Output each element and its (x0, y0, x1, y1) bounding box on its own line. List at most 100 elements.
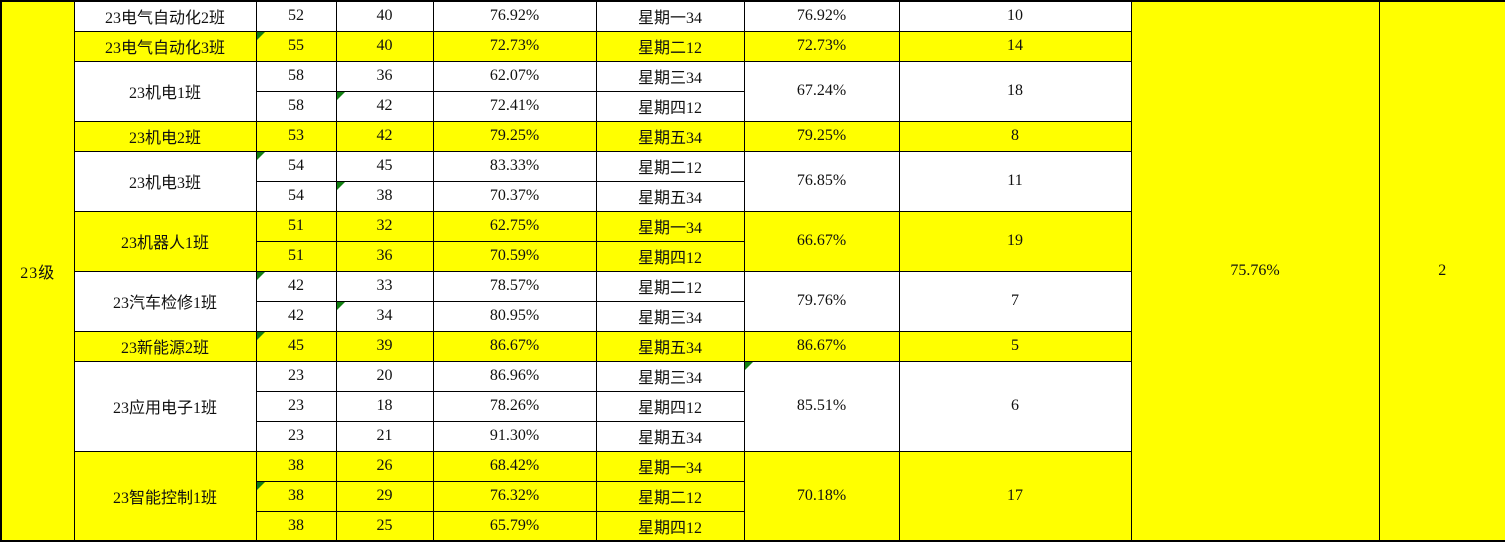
class-rank-cell[interactable]: 6 (898, 360, 1132, 452)
total-count-cell[interactable]: 55 (255, 30, 337, 62)
attended-count-cell[interactable]: 21 (335, 420, 434, 452)
class-rate-cell[interactable]: 70.18% (743, 450, 900, 542)
attended-count-cell[interactable]: 18 (335, 390, 434, 422)
session-label-cell[interactable]: 星期四12 (595, 390, 745, 422)
total-count-cell[interactable]: 23 (255, 360, 337, 392)
class-rank-cell[interactable]: 11 (898, 150, 1132, 212)
attended-count-cell[interactable]: 40 (335, 0, 434, 32)
class-rate-cell[interactable]: 79.25% (743, 120, 900, 152)
class-rank-cell[interactable]: 8 (898, 120, 1132, 152)
class-name-cell[interactable]: 23汽车检修1班 (73, 270, 257, 332)
attended-count-cell[interactable]: 33 (335, 270, 434, 302)
class-rate-cell[interactable]: 85.51% (743, 360, 900, 452)
grade-rate-cell[interactable]: 75.76% (1130, 0, 1380, 542)
total-count-cell[interactable]: 38 (255, 510, 337, 542)
class-name-cell[interactable]: 23机电3班 (73, 150, 257, 212)
attended-count-cell[interactable]: 26 (335, 450, 434, 482)
class-name-cell[interactable]: 23机电2班 (73, 120, 257, 152)
total-count-cell[interactable]: 38 (255, 450, 337, 482)
total-count-cell[interactable]: 45 (255, 330, 337, 362)
session-label-cell[interactable]: 星期二12 (595, 150, 745, 182)
class-rate-cell[interactable]: 79.76% (743, 270, 900, 332)
class-rank-cell[interactable]: 5 (898, 330, 1132, 362)
class-rank-cell[interactable]: 10 (898, 0, 1132, 32)
class-name-cell[interactable]: 23机电1班 (73, 60, 257, 122)
session-rate-cell[interactable]: 70.37% (432, 180, 597, 212)
total-count-cell[interactable]: 23 (255, 420, 337, 452)
session-rate-cell[interactable]: 76.92% (432, 0, 597, 32)
total-count-cell[interactable]: 51 (255, 240, 337, 272)
session-label-cell[interactable]: 星期四12 (595, 510, 745, 542)
session-label-cell[interactable]: 星期二12 (595, 270, 745, 302)
session-label-cell[interactable]: 星期二12 (595, 30, 745, 62)
session-label-cell[interactable]: 星期五34 (595, 420, 745, 452)
session-rate-cell[interactable]: 91.30% (432, 420, 597, 452)
class-name-cell[interactable]: 23智能控制1班 (73, 450, 257, 542)
session-label-cell[interactable]: 星期一34 (595, 210, 745, 242)
total-count-cell[interactable]: 51 (255, 210, 337, 242)
total-count-cell[interactable]: 58 (255, 60, 337, 92)
class-rate-cell[interactable]: 76.92% (743, 0, 900, 32)
class-rate-cell[interactable]: 86.67% (743, 330, 900, 362)
class-rate-cell[interactable]: 66.67% (743, 210, 900, 272)
attended-count-cell[interactable]: 25 (335, 510, 434, 542)
session-rate-cell[interactable]: 72.73% (432, 30, 597, 62)
session-label-cell[interactable]: 星期四12 (595, 90, 745, 122)
session-rate-cell[interactable]: 70.59% (432, 240, 597, 272)
class-rate-cell[interactable]: 72.73% (743, 30, 900, 62)
attended-count-cell[interactable]: 36 (335, 240, 434, 272)
session-rate-cell[interactable]: 80.95% (432, 300, 597, 332)
attended-count-cell[interactable]: 32 (335, 210, 434, 242)
session-label-cell[interactable]: 星期四12 (595, 240, 745, 272)
total-count-cell[interactable]: 42 (255, 300, 337, 332)
session-label-cell[interactable]: 星期二12 (595, 480, 745, 512)
class-name-cell[interactable]: 23电气自动化3班 (73, 30, 257, 62)
class-name-cell[interactable]: 23应用电子1班 (73, 360, 257, 452)
session-label-cell[interactable]: 星期一34 (595, 450, 745, 482)
session-rate-cell[interactable]: 62.07% (432, 60, 597, 92)
session-label-cell[interactable]: 星期五34 (595, 120, 745, 152)
class-rate-cell[interactable]: 76.85% (743, 150, 900, 212)
attended-count-cell[interactable]: 40 (335, 30, 434, 62)
class-rank-cell[interactable]: 18 (898, 60, 1132, 122)
class-rate-cell[interactable]: 67.24% (743, 60, 900, 122)
session-rate-cell[interactable]: 62.75% (432, 210, 597, 242)
session-rate-cell[interactable]: 79.25% (432, 120, 597, 152)
session-rate-cell[interactable]: 65.79% (432, 510, 597, 542)
session-label-cell[interactable]: 星期三34 (595, 300, 745, 332)
total-count-cell[interactable]: 54 (255, 180, 337, 212)
session-label-cell[interactable]: 星期三34 (595, 360, 745, 392)
class-name-cell[interactable]: 23新能源2班 (73, 330, 257, 362)
total-count-cell[interactable]: 42 (255, 270, 337, 302)
attended-count-cell[interactable]: 34 (335, 300, 434, 332)
total-count-cell[interactable]: 38 (255, 480, 337, 512)
total-count-cell[interactable]: 52 (255, 0, 337, 32)
grade-cell[interactable]: 23级 (0, 0, 75, 542)
session-rate-cell[interactable]: 78.26% (432, 390, 597, 422)
class-rank-cell[interactable]: 19 (898, 210, 1132, 272)
attended-count-cell[interactable]: 45 (335, 150, 434, 182)
class-rank-cell[interactable]: 14 (898, 30, 1132, 62)
total-count-cell[interactable]: 58 (255, 90, 337, 122)
class-name-cell[interactable]: 23电气自动化2班 (73, 0, 257, 32)
grade-rank-cell[interactable]: 2 (1378, 0, 1505, 542)
session-label-cell[interactable]: 星期一34 (595, 0, 745, 32)
session-rate-cell[interactable]: 83.33% (432, 150, 597, 182)
class-rank-cell[interactable]: 7 (898, 270, 1132, 332)
class-name-cell[interactable]: 23机器人1班 (73, 210, 257, 272)
class-rank-cell[interactable]: 17 (898, 450, 1132, 542)
session-rate-cell[interactable]: 76.32% (432, 480, 597, 512)
total-count-cell[interactable]: 54 (255, 150, 337, 182)
session-rate-cell[interactable]: 68.42% (432, 450, 597, 482)
total-count-cell[interactable]: 23 (255, 390, 337, 422)
session-rate-cell[interactable]: 72.41% (432, 90, 597, 122)
total-count-cell[interactable]: 53 (255, 120, 337, 152)
attended-count-cell[interactable]: 29 (335, 480, 434, 512)
attended-count-cell[interactable]: 36 (335, 60, 434, 92)
session-label-cell[interactable]: 星期五34 (595, 330, 745, 362)
attended-count-cell[interactable]: 42 (335, 90, 434, 122)
attended-count-cell[interactable]: 42 (335, 120, 434, 152)
session-label-cell[interactable]: 星期三34 (595, 60, 745, 92)
attended-count-cell[interactable]: 20 (335, 360, 434, 392)
attended-count-cell[interactable]: 39 (335, 330, 434, 362)
